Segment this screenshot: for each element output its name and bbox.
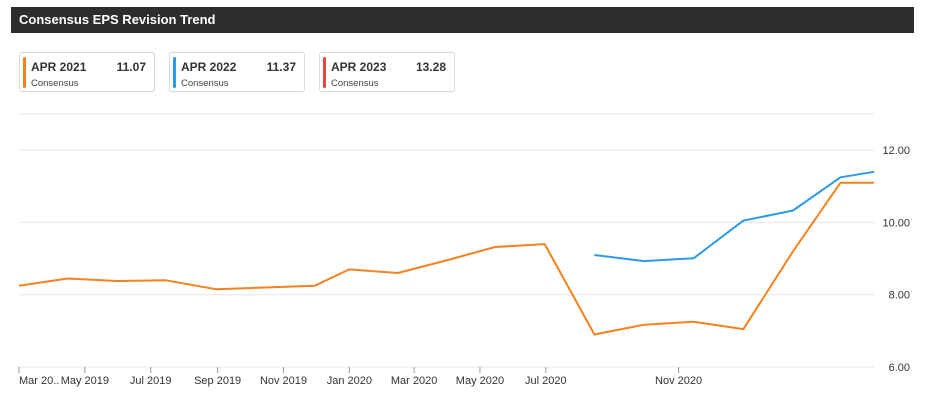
x-tick-label: May 2019 — [61, 375, 109, 387]
legend-card-apr-2023[interactable]: APR 2023 13.28 Consensus — [319, 52, 455, 92]
x-tick-label: May 2020 — [456, 375, 504, 387]
x-tick-label: Mar 20.. — [19, 375, 59, 387]
y-tick-label: 12.00 — [882, 145, 910, 157]
chart-header: Consensus EPS Revision Trend — [11, 7, 914, 33]
series-line-apr-2022 — [594, 170, 875, 263]
x-tick-label: Mar 2020 — [391, 375, 437, 387]
x-tick-label: Nov 2020 — [655, 375, 702, 387]
legend-card-apr-2021[interactable]: APR 2021 11.07 Consensus — [19, 52, 155, 92]
legend-card-apr-2022[interactable]: APR 2022 11.37 Consensus — [169, 52, 305, 92]
legend-sub: Consensus — [31, 78, 79, 89]
legend-color-bar — [323, 57, 326, 88]
legend-sub: Consensus — [181, 78, 229, 89]
legend-value: 13.28 — [415, 60, 446, 74]
legend-value: 11.07 — [116, 60, 146, 74]
legend-color-bar — [23, 57, 26, 88]
y-tick-label: 10.00 — [882, 217, 910, 229]
series-line-apr-2021 — [18, 181, 874, 336]
chart-title: Consensus EPS Revision Trend — [19, 12, 216, 27]
legend-color-bar — [173, 57, 176, 88]
legend-label: APR 2021 — [31, 60, 87, 74]
legend-label: APR 2022 — [181, 60, 237, 74]
x-tick-label: Jul 2019 — [130, 375, 172, 387]
legend-sub: Consensus — [331, 78, 379, 89]
x-tick-label: Sep 2019 — [194, 375, 241, 387]
x-tick-label: Jan 2020 — [327, 375, 372, 387]
legend-value: 11.37 — [266, 60, 296, 74]
y-tick-label: 8.00 — [889, 290, 910, 302]
line-chart: 12.00 10.00 8.00 6.00 Mar 20.. May 2019 Jul 2… — [18, 113, 910, 387]
y-tick-label: 6.00 — [889, 362, 910, 374]
x-tick-label: Nov 2019 — [260, 375, 307, 387]
x-tick-label: Jul 2020 — [525, 375, 567, 387]
legend-label: APR 2023 — [331, 60, 387, 74]
